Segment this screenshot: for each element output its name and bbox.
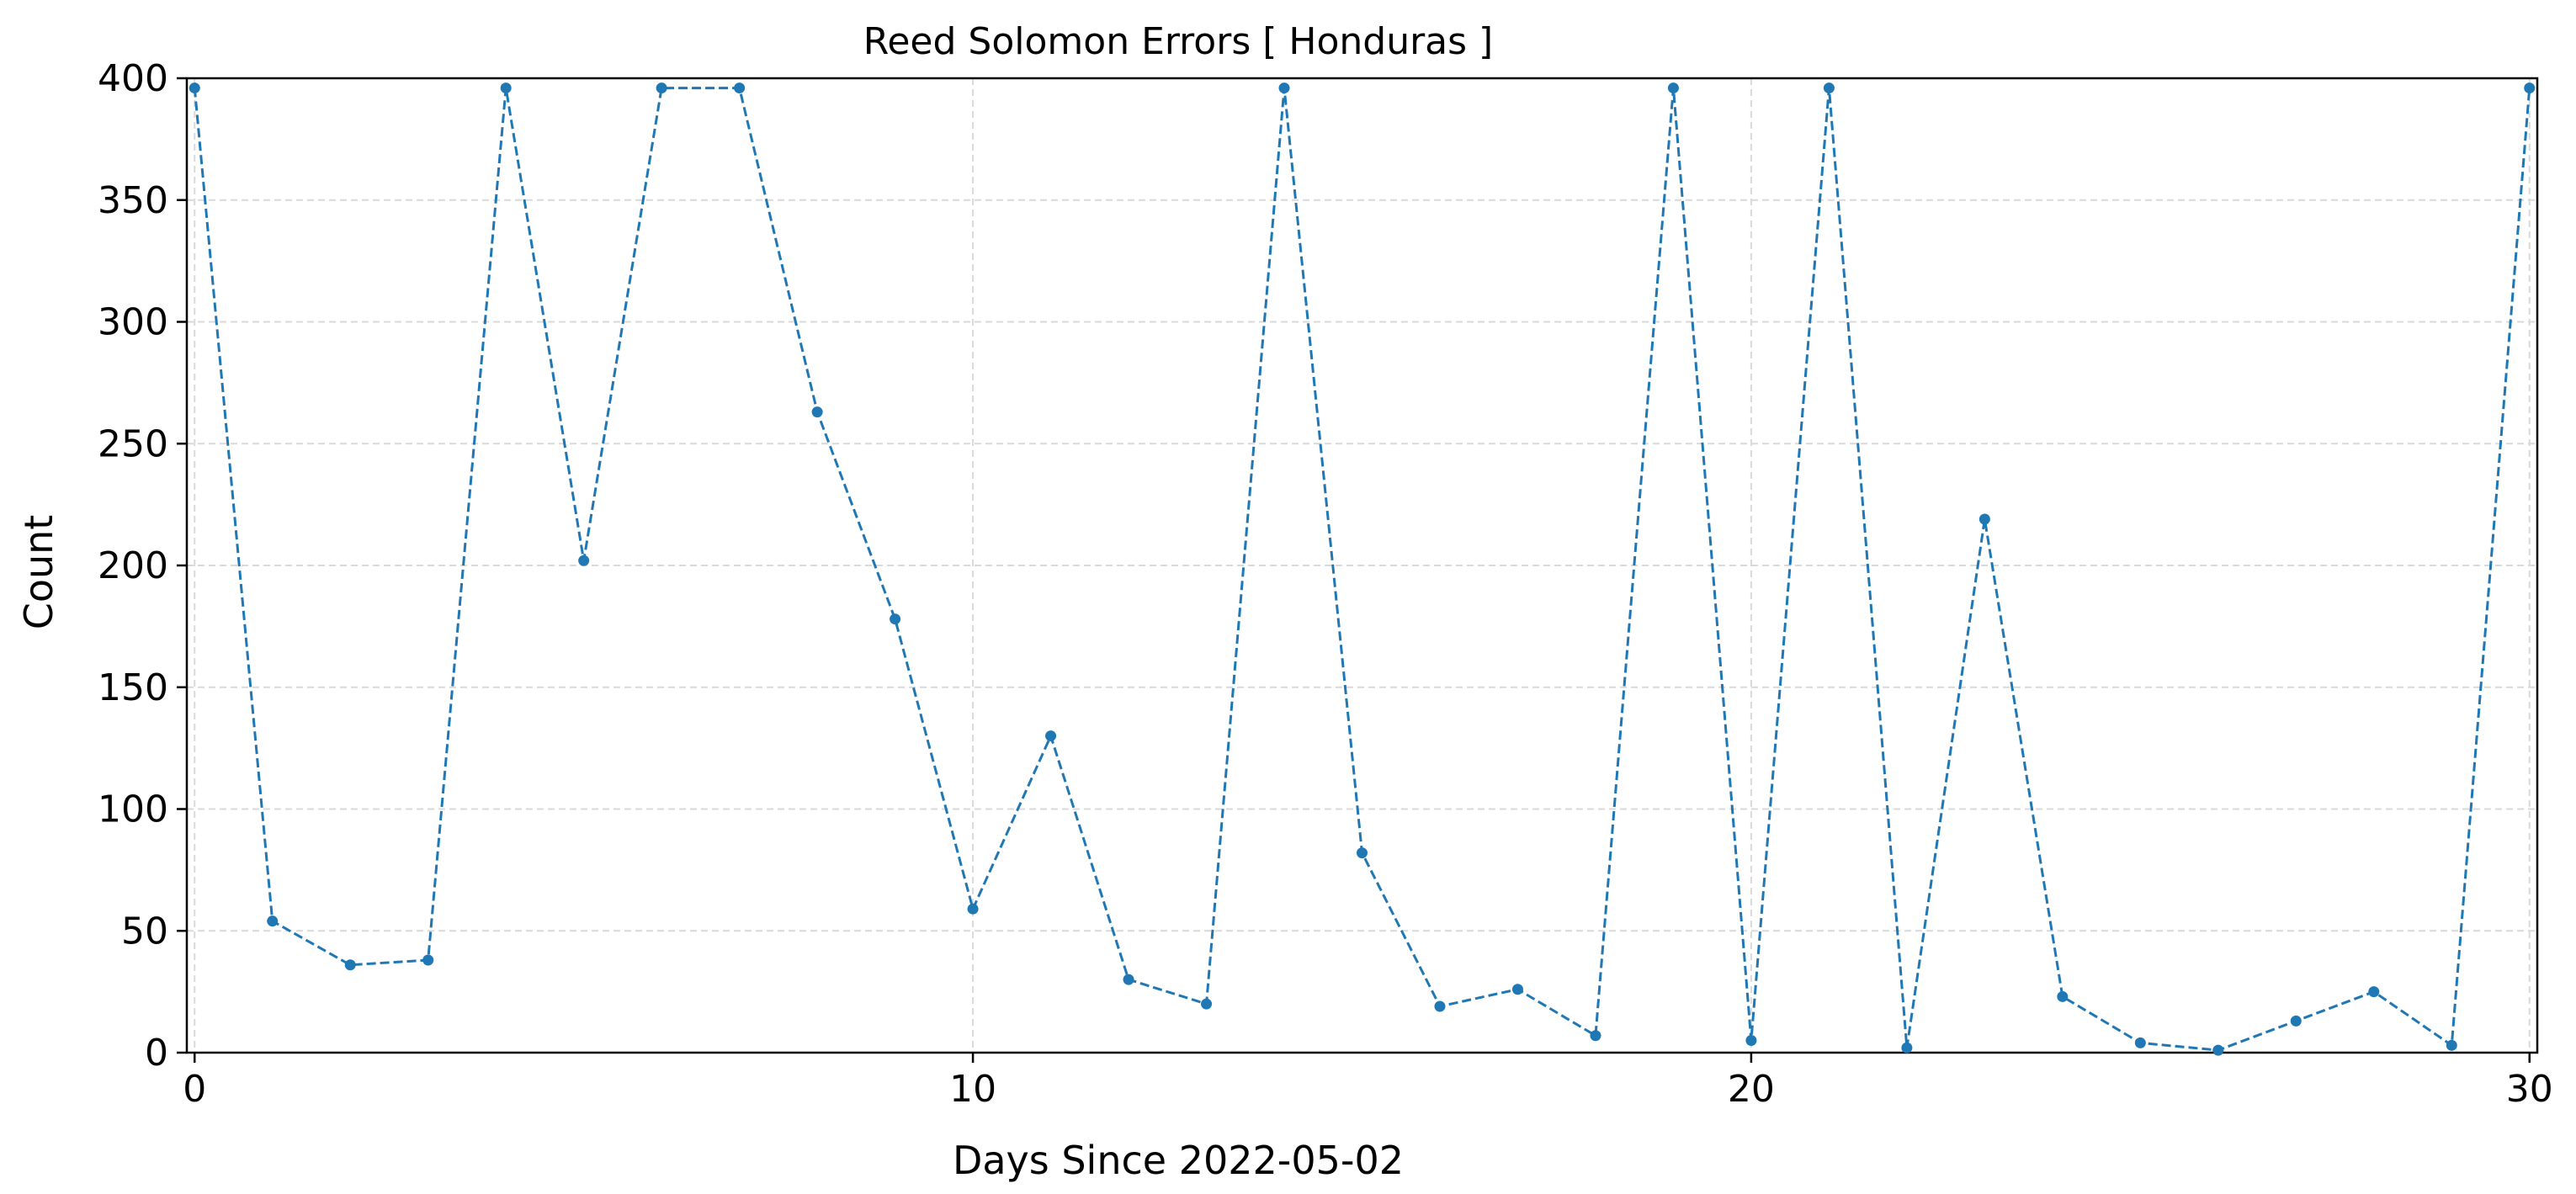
data-series — [189, 82, 2536, 1056]
x-axis-ticks: 0 10 20 30 — [183, 1053, 2553, 1111]
data-point — [267, 915, 279, 927]
data-point — [1434, 1000, 1446, 1012]
data-point — [422, 954, 434, 966]
data-point — [1278, 82, 1290, 94]
y-tick-label: 0 — [145, 1032, 168, 1075]
data-point — [1511, 984, 1523, 995]
series-line — [193, 87, 2531, 1052]
data-point — [1590, 1030, 1601, 1042]
data-point — [811, 406, 823, 418]
x-tick-label: 30 — [2506, 1068, 2553, 1111]
grid-lines — [187, 77, 2537, 1053]
y-axis-label: Count — [16, 515, 61, 630]
data-point — [189, 82, 200, 94]
y-tick-label: 150 — [98, 666, 168, 709]
data-point — [1745, 1035, 1757, 1047]
data-point — [2212, 1044, 2224, 1056]
x-tick-label: 0 — [183, 1068, 206, 1111]
data-point — [1357, 847, 1368, 859]
data-point — [2134, 1037, 2146, 1048]
data-point — [2524, 82, 2536, 94]
data-point — [1978, 513, 1990, 525]
y-tick-label: 400 — [98, 57, 168, 100]
data-point — [1667, 82, 1679, 94]
data-point — [344, 959, 356, 971]
data-point — [1823, 82, 1835, 94]
data-point — [656, 82, 667, 94]
data-point — [890, 613, 901, 625]
data-point — [2368, 986, 2380, 998]
data-point — [500, 82, 512, 94]
data-point — [2057, 990, 2069, 1002]
x-tick-label: 20 — [1728, 1068, 1775, 1111]
data-point — [967, 903, 979, 915]
data-point — [2446, 1039, 2457, 1051]
y-tick-label: 350 — [98, 179, 168, 222]
x-axis-label: Days Since 2022-05-02 — [953, 1138, 1404, 1183]
data-point — [1123, 974, 1134, 985]
y-tick-label: 200 — [98, 544, 168, 587]
x-tick-label: 10 — [949, 1068, 996, 1111]
y-tick-label: 250 — [98, 422, 168, 465]
data-point — [578, 555, 590, 566]
data-point — [1045, 730, 1057, 742]
y-tick-label: 300 — [98, 301, 168, 344]
y-axis-ticks: 0 50 100 150 200 250 300 350 400 — [98, 57, 187, 1075]
y-tick-label: 100 — [98, 788, 168, 831]
data-point — [1901, 1042, 1913, 1053]
data-point — [1201, 998, 1213, 1010]
data-point — [734, 82, 746, 94]
data-point — [2290, 1015, 2302, 1027]
chart-title: Reed Solomon Errors [ Honduras ] — [863, 20, 1493, 63]
y-tick-label: 50 — [121, 910, 168, 953]
